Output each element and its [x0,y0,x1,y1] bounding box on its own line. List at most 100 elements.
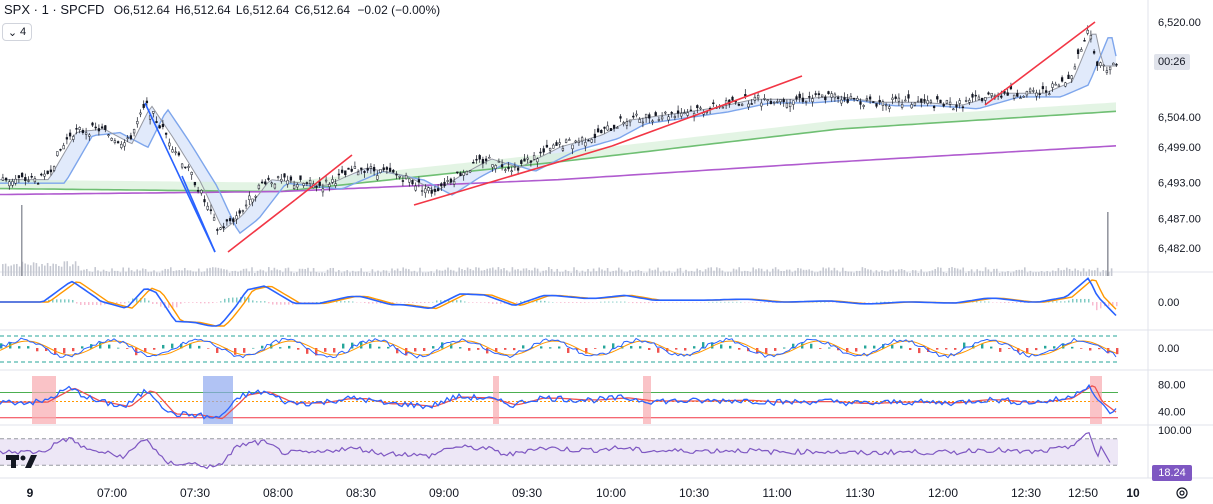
price-pane[interactable] [0,21,1118,253]
volume-bar [438,270,441,276]
symbol-title[interactable]: SPX · 1 · SPCFD [4,2,105,17]
candle-body [824,96,827,101]
candle-body [456,171,459,174]
volume-bar [416,272,418,276]
oscillator-histogram-bar [918,348,921,354]
candle-body [532,155,536,160]
candle-body [555,142,558,146]
volume-bar [242,268,245,276]
macd-histogram-bar [392,302,394,304]
macd-histogram-bar [864,302,866,303]
volume-bar [746,271,749,276]
volume-bar [819,270,822,276]
macd-histogram-bar [404,302,406,303]
oscillator-histogram-bar [693,346,696,349]
volume-bar [1110,268,1113,276]
candle-body [561,148,565,151]
stoch-d-line [0,385,1117,420]
volume-bar [91,271,94,276]
volume-bar [1088,269,1090,276]
volume-bar [52,263,54,276]
volume-bar [492,267,494,276]
close-label: C [294,3,304,17]
volume-bar [643,272,645,276]
volume-bar [324,272,326,276]
candle-body [52,166,56,171]
volume-bar [1029,270,1032,276]
macd-histogram-bar [644,302,646,304]
candle-body [1102,64,1105,67]
indicators-toggle-button[interactable]: ⌄ 4 [2,23,32,41]
candle-body [331,179,334,183]
volume-bar [391,268,393,276]
macd-histogram-bar [992,302,994,303]
candle-body [1096,61,1099,66]
volume-bar [800,268,802,276]
oscillator-histogram-bar [450,343,453,349]
volume-bar [937,267,939,276]
macd-histogram-bar [400,302,402,303]
volume-bar [511,267,514,276]
candle-body [232,218,235,222]
macd-histogram-bar [996,302,998,303]
candle-body [1025,91,1029,96]
volume-bar [352,270,354,276]
candle-body [1115,63,1118,66]
macd-histogram-bar [584,302,586,303]
volume-bar [858,270,861,276]
candle-body [926,100,929,104]
oscillator-histogram-bar [144,348,147,353]
macd-histogram-bar [340,301,342,303]
macd-histogram-bar [52,299,54,303]
volume-bar [122,267,124,276]
volume-bar [480,270,483,276]
price-axis[interactable]: 6,520.00 6,504.00 6,499.00 6,493.00 6,487.00… [1158,17,1201,437]
macd-line [0,277,1117,327]
oscillator-histogram-bar [153,348,156,350]
volume-bar [1043,272,1046,276]
macd-histogram-bar [308,302,310,303]
candle-body [347,167,350,170]
oscillator-histogram-bar [540,346,543,349]
volume-bar [976,269,978,276]
oscillator-histogram-bar [612,343,615,349]
candle-body [465,171,469,175]
oscillator-histogram-bar [1026,348,1029,354]
candle-body [443,181,446,187]
macd-histogram-bar [312,302,314,303]
macd-histogram-bar [304,302,306,303]
volume-bar [290,271,292,276]
candle-body [408,178,411,183]
candle-body [865,98,869,101]
candle-body [219,227,222,230]
candle-body [494,165,497,169]
candle-body [33,178,37,183]
change-value: −0.02 (−0.00%) [357,3,441,17]
volume-bar [993,268,995,276]
candle-body [782,99,785,103]
macd-histogram-bar [668,302,670,303]
volume-bar [55,264,57,276]
candle-body [1083,40,1086,42]
volume-bar [1004,272,1006,276]
volume-bar [609,271,612,276]
macd-histogram-bar [268,302,270,304]
volume-bar [578,272,581,276]
volume-bar [570,272,572,276]
volume-bar [408,269,410,276]
oscillator-zero-label: 0.00 [1158,343,1179,355]
candle-body [468,170,472,173]
candle-body [510,170,513,172]
candle-body [721,106,725,109]
oscillator-histogram-bar [810,343,813,349]
volume-bar [884,271,886,276]
macd-histogram-bar [288,302,290,305]
countdown-label: 00:26 [1158,56,1186,68]
time-axis[interactable]: 9 07:00 07:30 08:00 08:30 09:00 09:30 10:00 10:3… [27,486,1140,500]
macd-histogram-bar [624,301,626,303]
gear-icon[interactable] [1175,486,1189,500]
candle-body [491,164,494,168]
time-tick-label: 12:30 [1011,486,1041,500]
tradingview-logo-icon[interactable] [6,452,38,472]
